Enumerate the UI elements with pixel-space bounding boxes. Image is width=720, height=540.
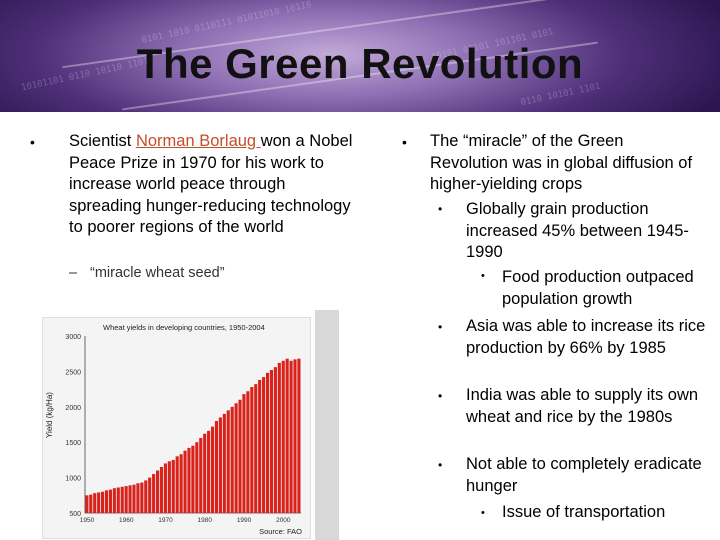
bar-2001 <box>285 358 289 513</box>
bar-1972 <box>171 459 175 513</box>
bullet-dot: • <box>438 458 443 472</box>
bar-1964 <box>140 482 144 513</box>
bar-1987 <box>230 406 234 513</box>
bar-1955 <box>104 490 109 513</box>
bar-1980 <box>203 433 207 513</box>
bar-1970 <box>163 463 167 513</box>
bar-1959 <box>120 486 124 513</box>
chart-source: Source: FAO <box>259 527 302 536</box>
bar-2004 <box>297 358 301 513</box>
x-tick-label: 2000 <box>276 517 291 524</box>
bar-1994 <box>258 379 262 513</box>
bar-1950 <box>85 495 89 513</box>
right-item-1-sub: Food production outpaced population grow… <box>502 268 694 308</box>
bar-1973 <box>175 456 179 513</box>
bar-1951 <box>89 494 93 513</box>
bar-1960 <box>124 486 128 513</box>
bar-1953 <box>97 492 101 513</box>
y-tick-label: 2000 <box>65 405 81 412</box>
bar-1985 <box>222 413 226 513</box>
bar-1986 <box>226 410 230 513</box>
bar-1993 <box>254 384 258 513</box>
x-tick-label: 1980 <box>198 517 213 524</box>
bar-1952 <box>93 493 97 513</box>
bar-2003 <box>293 359 297 513</box>
y-tick-label: 1000 <box>65 476 81 483</box>
y-tick-label: 2500 <box>65 369 81 376</box>
bar-1988 <box>234 403 238 513</box>
right-item-1: Globally grain production increased 45% … <box>466 200 689 261</box>
bar-1969 <box>159 466 164 513</box>
bullet-dot: • <box>438 389 443 403</box>
right-main-text: The “miracle” of the Green Revolution wa… <box>430 132 693 193</box>
bullet-dot: • <box>481 507 485 519</box>
x-tick-label: 1970 <box>158 517 173 524</box>
right-item-4-sub: Issue of transportation <box>502 503 666 521</box>
bar-1984 <box>218 417 222 513</box>
right-item-3: India was able to supply its own wheat a… <box>466 386 699 426</box>
right-item-4: Not able to completely eradicate hunger <box>466 455 702 495</box>
bar-2000 <box>281 360 285 513</box>
bullet-dot: • <box>438 320 443 334</box>
bar-1957 <box>112 488 116 513</box>
x-tick-label: 1950 <box>80 517 95 524</box>
image-edge-strip <box>315 310 339 540</box>
bar-1978 <box>195 442 199 513</box>
left-bullet-intro: Scientist <box>69 132 136 150</box>
bar-1962 <box>132 484 136 513</box>
bar-1996 <box>265 372 270 513</box>
bullet-dot: • <box>438 202 443 216</box>
bar-1981 <box>207 430 211 513</box>
bar-1991 <box>246 391 250 513</box>
bar-1976 <box>187 447 191 513</box>
bar-1995 <box>262 377 266 513</box>
bar-1956 <box>108 489 112 513</box>
bar-1999 <box>277 362 281 513</box>
bar-1958 <box>116 487 120 513</box>
bar-1982 <box>210 426 215 513</box>
bar-1954 <box>101 491 105 513</box>
x-tick-label: 1960 <box>119 517 134 524</box>
bullet-dot: • <box>402 134 407 150</box>
bar-1979 <box>199 437 203 513</box>
bar-1990 <box>242 394 246 513</box>
bar-1997 <box>269 369 274 513</box>
y-tick-label: 3000 <box>65 334 81 341</box>
bar-1967 <box>152 474 156 513</box>
bar-1966 <box>148 477 152 513</box>
bar-1989 <box>238 399 242 513</box>
bar-1977 <box>191 445 195 513</box>
bar-1971 <box>167 461 171 513</box>
bar-2002 <box>289 360 293 513</box>
chart-title: Wheat yields in developing countries, 19… <box>103 323 265 332</box>
norman-borlaug-link[interactable]: Norman Borlaug <box>135 132 261 150</box>
wheat-yield-chart: Wheat yields in developing countries, 19… <box>42 317 311 539</box>
miracle-wheat-seed-text: “miracle wheat seed” <box>90 265 225 281</box>
bar-1983 <box>214 420 219 513</box>
bar-1965 <box>144 480 148 513</box>
bullet-dot: • <box>481 270 485 282</box>
sub-dash: – <box>69 265 78 281</box>
y-tick-label: 1500 <box>65 440 81 447</box>
bar-1974 <box>179 454 183 513</box>
left-bullet-rest: won a Nobel Peace Prize in 1970 for his … <box>69 132 353 236</box>
bar-1963 <box>136 483 140 513</box>
left-bullet-text: Scientist Norman Borlaug won a Nobel Pea… <box>69 131 359 239</box>
y-tick-label: 500 <box>69 511 81 518</box>
bar-1998 <box>273 367 277 513</box>
slide-title: The Green Revolution <box>136 40 584 87</box>
bar-1968 <box>155 470 160 513</box>
bar-1992 <box>250 386 254 513</box>
header-banner: 10101101 0110 10110 1101 0101 1010 01101… <box>0 0 720 112</box>
bullet-dot: • <box>30 134 35 150</box>
right-item-2: Asia was able to increase its rice produ… <box>466 317 706 357</box>
x-tick-label: 1990 <box>237 517 252 524</box>
bar-1975 <box>183 450 187 513</box>
bar-1961 <box>128 485 132 513</box>
